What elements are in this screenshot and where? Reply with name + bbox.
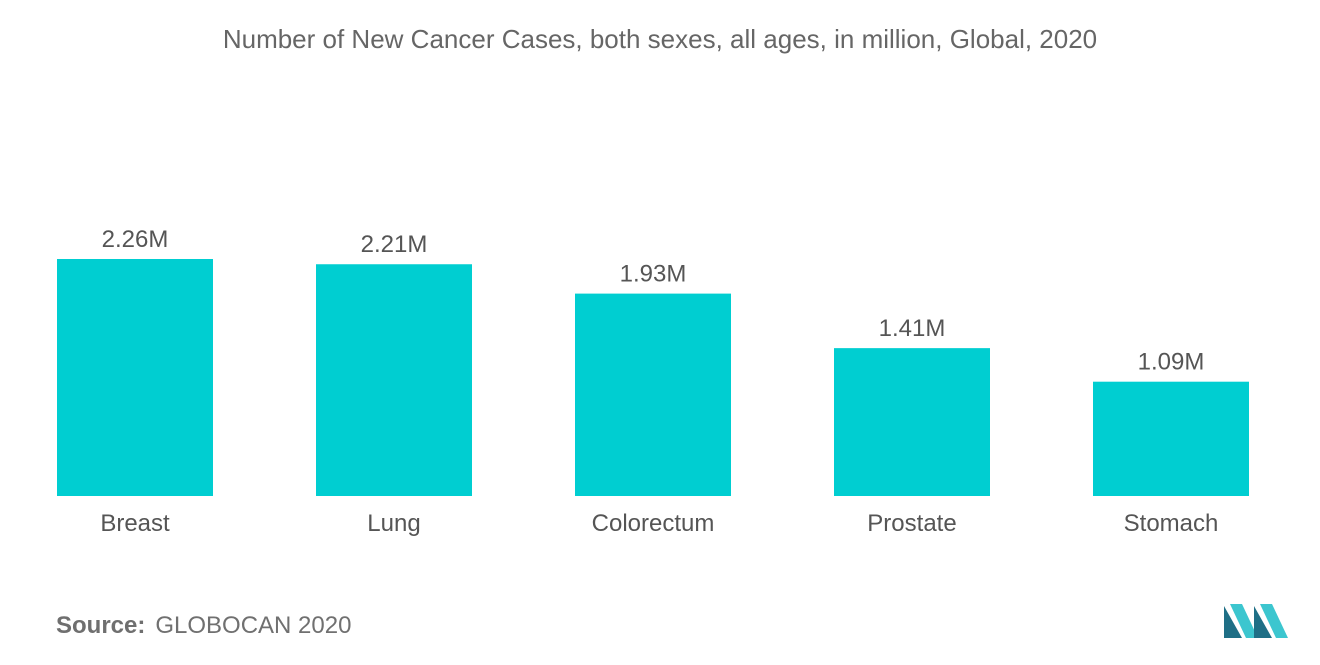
data-label-colorectum: 1.93M — [620, 261, 687, 288]
source-value: GLOBOCAN 2020 — [155, 612, 352, 639]
bar-chart: 2.26M Breast 2.21M Lung 1.93M Colorectum 1.41M… — [57, 226, 1249, 537]
bar-colorectum — [575, 293, 731, 496]
bar-lung — [316, 264, 472, 496]
category-label-breast: Breast — [100, 510, 170, 537]
category-label-colorectum: Colorectum — [592, 510, 715, 537]
data-label-stomach: 1.09M — [1138, 349, 1205, 376]
data-label-prostate: 1.41M — [879, 315, 946, 342]
source-label: Source: — [56, 612, 146, 639]
mordor-intelligence-logo-icon — [1224, 604, 1288, 638]
data-label-lung: 2.21M — [361, 231, 428, 258]
category-label-lung: Lung — [367, 510, 420, 537]
data-label-breast: 2.26M — [102, 226, 169, 253]
bar-prostate — [834, 348, 990, 496]
source-note: Source: GLOBOCAN 2020 — [56, 612, 351, 640]
chart-title: Number of New Cancer Cases, both sexes, … — [222, 24, 1098, 54]
bar-breast — [57, 259, 213, 496]
category-label-prostate: Prostate — [867, 510, 956, 537]
bar-stomach — [1093, 381, 1249, 496]
category-label-stomach: Stomach — [1124, 510, 1219, 537]
